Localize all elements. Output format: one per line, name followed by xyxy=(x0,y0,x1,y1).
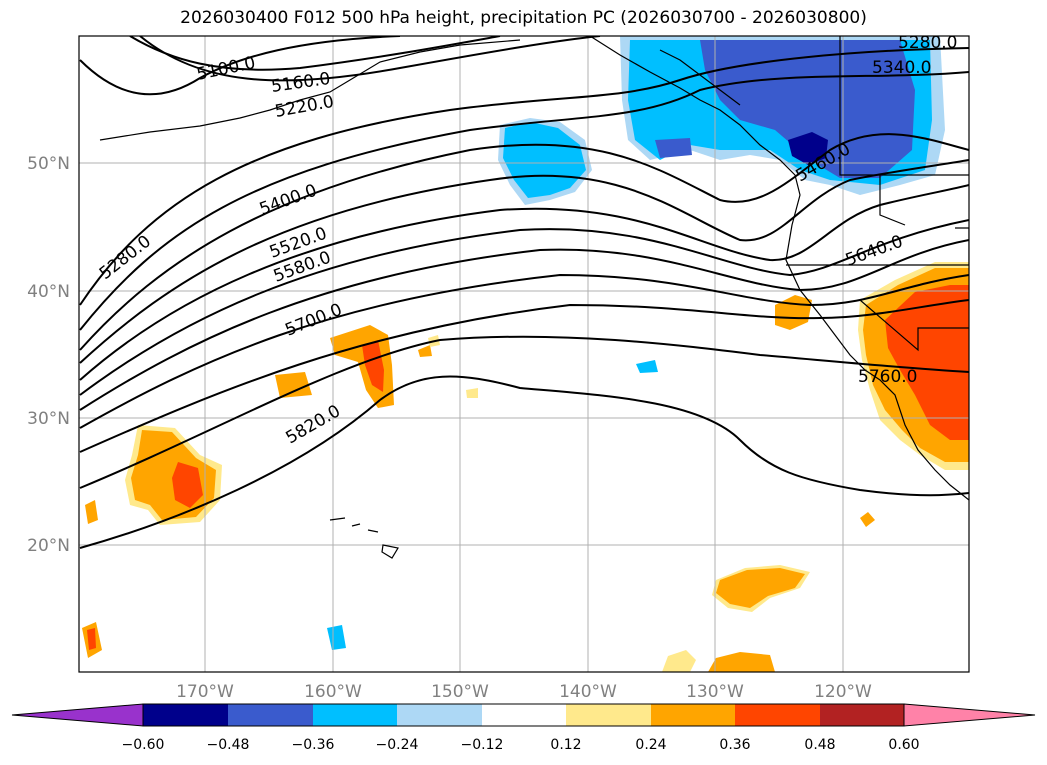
height-contours xyxy=(79,36,969,549)
colorbar-segment xyxy=(228,704,313,726)
lat-label: 30°N xyxy=(27,409,70,429)
colorbar-tick-label: −0.12 xyxy=(461,737,504,753)
map-title: 2026030400 F012 500 hPa height, precipit… xyxy=(180,8,867,28)
colorbar-tick-label: 0.36 xyxy=(719,737,750,753)
lon-label: 150°W xyxy=(431,682,489,702)
colorbar-segment xyxy=(651,704,735,726)
lon-label: 160°W xyxy=(304,682,362,702)
colorbar-tick-label: 0.48 xyxy=(804,737,835,753)
lat-label: 20°N xyxy=(27,536,70,556)
colorbar-segment xyxy=(143,704,228,726)
contour-label: 5340.0 xyxy=(872,58,931,78)
lon-label: 140°W xyxy=(559,682,617,702)
colorbar-extend-high xyxy=(903,703,1036,727)
latitude-labels: 20°N 30°N 40°N 50°N xyxy=(27,154,70,556)
colorbar-tick-label: −0.48 xyxy=(207,737,250,753)
colorbar-tick-label: 0.60 xyxy=(888,737,919,753)
colorbar-segment xyxy=(566,704,651,726)
lat-label: 50°N xyxy=(27,154,70,174)
lat-label: 40°N xyxy=(27,282,70,302)
colorbar-segment xyxy=(482,704,566,726)
colorbar: −0.60 −0.48 −0.36 −0.24 −0.12 0.12 0.24 … xyxy=(11,703,1036,753)
colorbar-tick-label: 0.24 xyxy=(635,737,666,753)
contour-label: 5760.0 xyxy=(858,367,917,387)
longitude-labels: 170°W 160°W 150°W 140°W 130°W 120°W xyxy=(176,682,872,702)
colorbar-tick-label: −0.60 xyxy=(122,737,165,753)
colorbar-extend-low xyxy=(11,703,144,727)
colorbar-segment xyxy=(820,704,904,726)
map-panel xyxy=(79,36,969,672)
lon-label: 120°W xyxy=(814,682,872,702)
map-frame xyxy=(78,35,970,673)
contour-label: 5280.0 xyxy=(898,33,957,53)
colorbar-segment xyxy=(735,704,820,726)
colorbar-segment xyxy=(313,704,397,726)
colorbar-tick-label: 0.12 xyxy=(550,737,581,753)
colorbar-segment xyxy=(397,704,482,726)
colorbar-tick-label: −0.24 xyxy=(376,737,419,753)
colorbar-tick-labels: −0.60 −0.48 −0.36 −0.24 −0.12 0.12 0.24 … xyxy=(122,737,920,753)
colorbar-tick-label: −0.36 xyxy=(292,737,335,753)
lon-label: 170°W xyxy=(176,682,234,702)
lon-label: 130°W xyxy=(686,682,744,702)
